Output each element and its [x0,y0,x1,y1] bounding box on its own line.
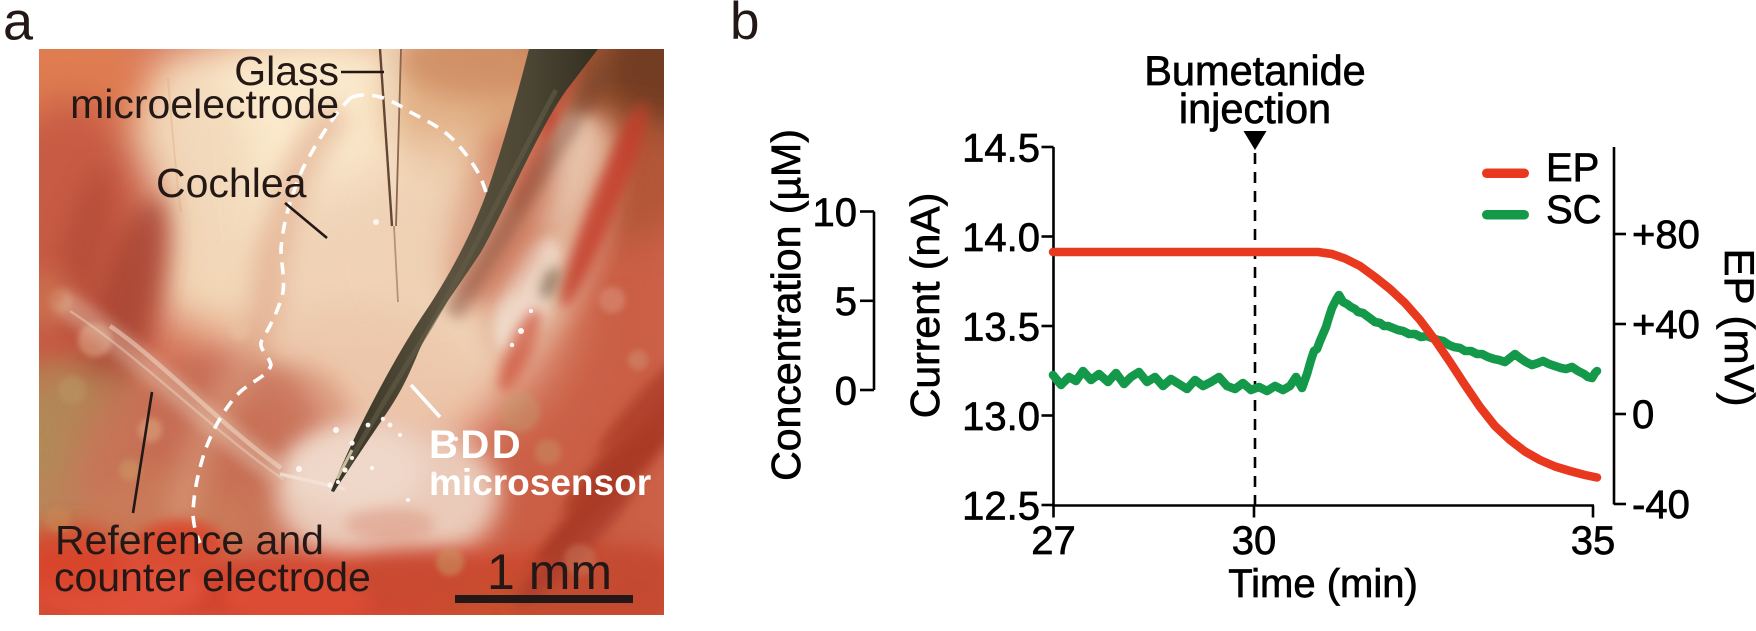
svg-text:BDD: BDD [429,423,523,467]
svg-text:14.0: 14.0 [962,216,1040,260]
svg-text:30: 30 [1232,519,1277,563]
svg-text:+40: +40 [1632,303,1700,347]
svg-text:1 mm: 1 mm [487,544,612,600]
svg-text:+80: +80 [1632,213,1700,257]
svg-text:Current (nA): Current (nA) [902,193,948,419]
svg-text:injection: injection [1179,85,1331,132]
svg-text:b: b [730,0,759,51]
svg-text:12.5: 12.5 [962,485,1040,529]
svg-text:a: a [3,0,34,52]
svg-text:Reference and: Reference and [55,517,324,563]
svg-text:EP: EP [1546,146,1599,190]
svg-text:counter electrode: counter electrode [54,554,371,600]
svg-text:10: 10 [813,191,858,235]
svg-text:0: 0 [835,369,857,413]
svg-text:0: 0 [1632,393,1654,437]
svg-text:14.5: 14.5 [962,127,1040,171]
svg-text:13.5: 13.5 [962,306,1040,350]
svg-text:27: 27 [1031,519,1076,563]
svg-text:Bumetanide: Bumetanide [1144,47,1365,94]
svg-text:EP (mV): EP (mV) [1716,249,1756,407]
svg-text:microsensor: microsensor [429,462,651,503]
svg-text:Time (min): Time (min) [1228,562,1418,606]
svg-text:microelectrode: microelectrode [70,81,339,127]
svg-text:Glass: Glass [234,48,339,94]
svg-text:Concentration (µM): Concentration (µM) [763,129,809,481]
svg-text:-40: -40 [1632,483,1690,527]
svg-text:Cochlea: Cochlea [156,160,307,206]
svg-text:SC: SC [1546,188,1602,232]
svg-text:35: 35 [1571,519,1616,563]
svg-text:5: 5 [835,280,857,324]
svg-text:13.0: 13.0 [962,395,1040,439]
